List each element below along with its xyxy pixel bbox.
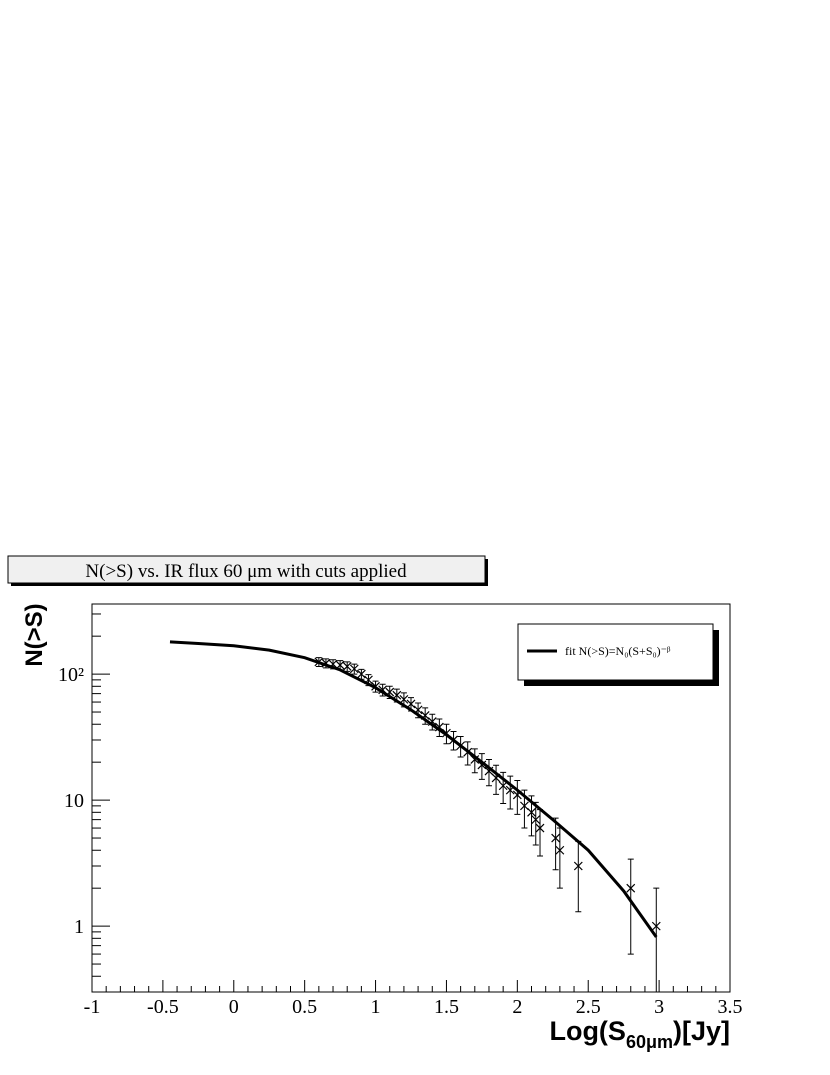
legend-label: fit N(>S)=N₀(S+S₀)⁻ᵝ: [565, 644, 671, 658]
error-bar: [556, 827, 563, 889]
data-point: [527, 807, 536, 817]
data-point: [385, 687, 395, 697]
error-bar: [478, 753, 485, 780]
data-point: [519, 801, 529, 811]
x-axis-title-sub: 60μm: [626, 1032, 673, 1052]
x-tick-label: -0.5: [147, 996, 179, 1018]
data-point: [531, 815, 541, 825]
x-axis-title-tail: )[Jy]: [673, 1016, 730, 1046]
error-bar: [575, 840, 582, 913]
data-point: [449, 735, 458, 745]
data-point: [626, 883, 636, 893]
data-point: [314, 657, 324, 667]
data-point: [335, 660, 345, 670]
x-tick-label: 0.5: [292, 996, 317, 1018]
data-point: [427, 717, 437, 726]
legend: fit N(>S)=N₀(S+S₀)⁻ᵝ: [517, 623, 719, 686]
error-bar: [507, 775, 514, 810]
x-tick-label: 2.5: [576, 996, 601, 1018]
error-bar: [485, 759, 492, 787]
x-tick-label: 2: [512, 996, 522, 1018]
error-bar: [532, 801, 539, 846]
x-tick-label: 1.5: [434, 996, 459, 1018]
data-point: [535, 823, 545, 833]
title-box: [7, 555, 486, 584]
error-bar: [464, 741, 471, 766]
error-bar: [552, 817, 559, 871]
data-point: [484, 766, 494, 776]
y-tick-label: 10²: [58, 664, 84, 686]
data-point: [505, 785, 515, 795]
data-point: [442, 728, 451, 738]
x-tick-label: 0: [229, 996, 239, 1018]
y-tick-label: 1: [74, 916, 84, 938]
data-point: [356, 669, 366, 679]
data-point: [551, 833, 561, 843]
data-point: [392, 690, 402, 700]
data-point: [371, 681, 380, 691]
error-bar: [653, 887, 660, 992]
legend-box: [517, 623, 714, 681]
x-tick-label: -1: [84, 996, 101, 1018]
data-point: [328, 659, 338, 669]
error-bar: [471, 748, 478, 774]
y-tick-label: 10: [64, 790, 84, 812]
data-point: [349, 664, 359, 674]
plot-frame: [91, 603, 731, 993]
data-point: [420, 710, 430, 720]
data-point: [406, 699, 416, 709]
error-bar: [493, 764, 500, 795]
error-bar: [514, 780, 521, 815]
x-tick-label: 1: [371, 996, 381, 1018]
data-point: [342, 662, 352, 671]
data-point: [477, 760, 487, 770]
data-point: [413, 705, 423, 715]
data-point: [491, 773, 501, 783]
data-point: [470, 755, 480, 764]
error-bar: [443, 723, 450, 745]
data-point: [378, 685, 388, 695]
x-tick-label: 3: [654, 996, 664, 1018]
data-point: [651, 921, 661, 931]
x-axis-title-main: Log(S: [549, 1016, 625, 1046]
error-bar: [627, 858, 634, 955]
plot-area: [169, 640, 661, 992]
data-point: [399, 694, 409, 704]
error-bar: [537, 809, 544, 857]
data-point: [456, 741, 466, 751]
data-point: [555, 845, 565, 855]
data-point: [463, 747, 473, 757]
data-point: [498, 781, 508, 791]
data-point: [573, 861, 583, 871]
data-point: [364, 675, 373, 685]
error-bar: [500, 771, 507, 804]
y-axis-title: N(>S): [21, 603, 48, 666]
error-bar: [521, 789, 528, 829]
x-tick-label: 3.5: [718, 996, 743, 1018]
data-point: [434, 722, 444, 732]
data-point: [321, 658, 331, 668]
data-point: [512, 790, 522, 800]
error-bar: [457, 735, 464, 758]
chart-title: N(>S) vs. IR flux 60 μm with cuts applie…: [85, 561, 407, 582]
x-axis-title: Log(S60μm)[Jy]: [549, 1016, 730, 1052]
fit-line: [169, 640, 658, 938]
